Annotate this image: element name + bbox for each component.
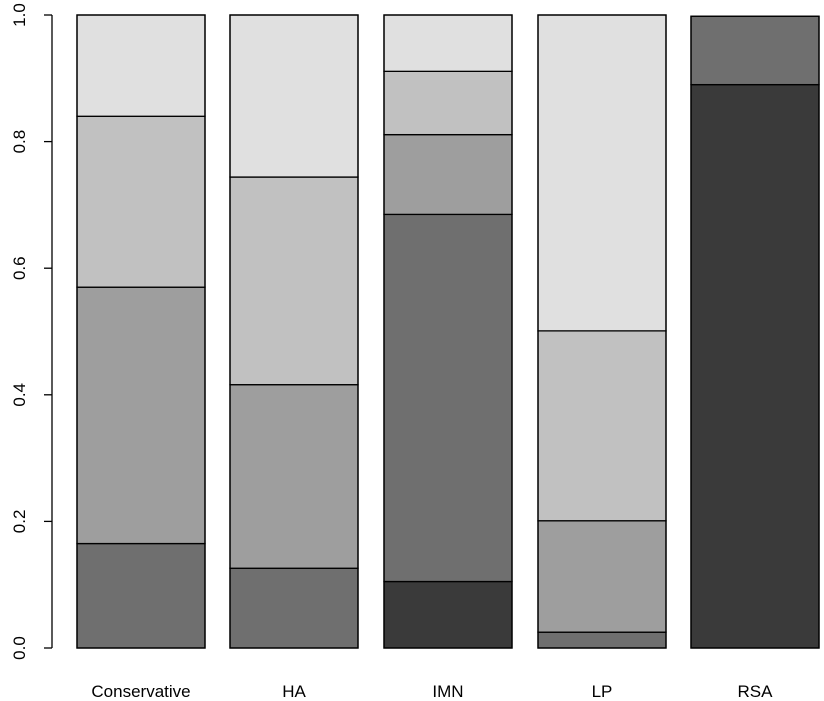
bar-segment — [383, 213, 513, 583]
bar-outline — [76, 14, 206, 649]
y-tick-label: 0.4 — [10, 383, 29, 407]
bar-segment — [383, 70, 513, 136]
bar-segment — [690, 83, 820, 649]
bars — [76, 14, 820, 649]
x-category-label: Conservative — [91, 682, 190, 701]
x-category-label: RSA — [738, 682, 774, 701]
bar-outline — [229, 14, 359, 649]
x-category-label: IMN — [432, 682, 463, 701]
x-category-label: LP — [592, 682, 613, 701]
bar-segment — [537, 520, 667, 633]
bar-outline — [690, 15, 820, 649]
bar-segment — [229, 567, 359, 649]
bar-segment — [76, 115, 206, 288]
bar-segment — [383, 133, 513, 216]
x-axis-labels: Conservative HA IMN LP RSA — [91, 682, 773, 701]
y-tick-label: 0.8 — [10, 130, 29, 154]
bar-segment — [537, 14, 667, 332]
bar-segment — [76, 14, 206, 117]
bar-segment — [383, 580, 513, 649]
bar-segment — [229, 384, 359, 569]
y-tick-label: 0.6 — [10, 256, 29, 280]
bar-segment — [229, 14, 359, 178]
x-category-label: HA — [282, 682, 306, 701]
bar-segment — [76, 286, 206, 545]
bar-segment — [76, 542, 206, 649]
y-axis: 0.0 0.2 0.4 0.6 0.8 1.0 — [10, 3, 53, 660]
bar-outline — [537, 14, 667, 649]
y-tick-label: 0.0 — [10, 636, 29, 660]
bar-segment — [537, 330, 667, 522]
y-tick-label: 0.2 — [10, 510, 29, 534]
bar-segment — [690, 15, 820, 86]
y-tick-label: 1.0 — [10, 3, 29, 27]
bar-segment — [537, 631, 667, 649]
bar-segment — [383, 14, 513, 72]
bar-segment — [229, 176, 359, 386]
bar-outline — [383, 14, 513, 649]
